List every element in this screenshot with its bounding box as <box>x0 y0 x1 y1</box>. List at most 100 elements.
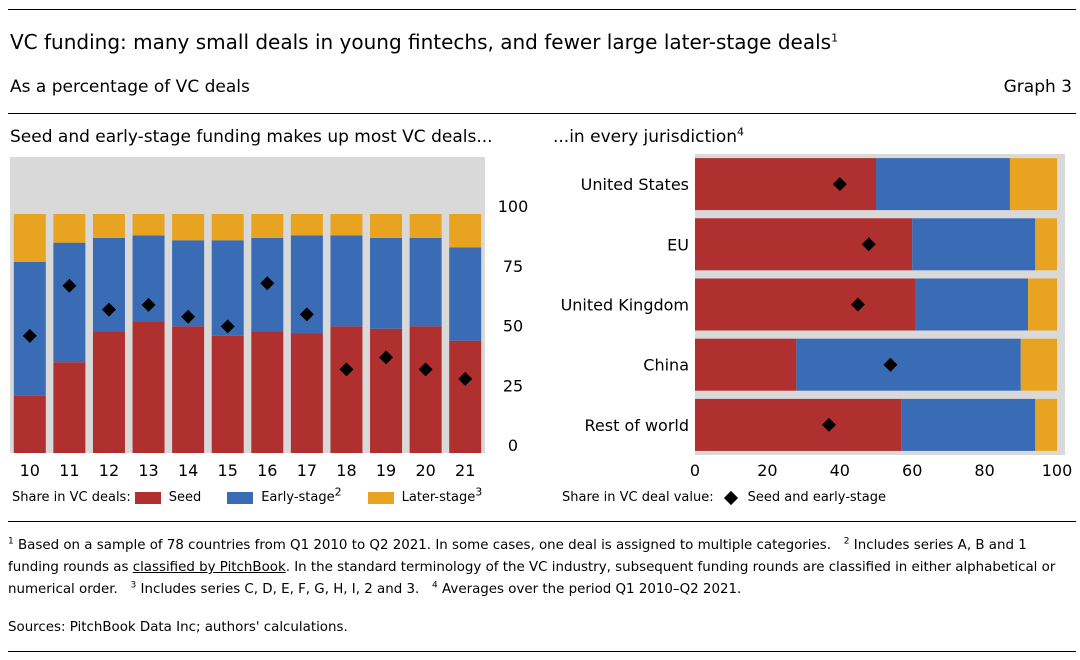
category-label-china: China <box>643 356 689 375</box>
right-horizontal-bar-chart: United States EU United Kingdom China Rest o… <box>561 154 1072 480</box>
legend-early-label: Early-stage2 <box>261 485 342 505</box>
y-tick-label-75: 75 <box>503 257 523 276</box>
marker-seed-early-eu <box>861 237 876 252</box>
y-tick-label-50: 50 <box>503 317 523 336</box>
x-tick-label-18: 18 <box>336 461 356 480</box>
marker-seed-early-china <box>883 357 898 372</box>
bar-later-stage-16 <box>251 214 284 238</box>
legend-seed-label: Seed <box>168 490 202 505</box>
x-tick-label-40: 40 <box>830 461 850 480</box>
bar-later-stage-united-states <box>1009 158 1057 211</box>
bar-early-stage-19 <box>370 237 403 329</box>
bar-early-stage-rest-of-world <box>901 398 1036 451</box>
bar-later-stage-20 <box>409 214 442 238</box>
x-tick-label-19: 19 <box>376 461 396 480</box>
marker-seed-early-united-kingdom <box>850 297 865 312</box>
bar-later-stage-13 <box>132 214 165 236</box>
bar-early-stage-10 <box>13 261 46 396</box>
bar-early-stage-eu <box>912 218 1036 271</box>
diamond-marker-icon <box>723 490 738 505</box>
marker-seed-early-12 <box>101 302 116 317</box>
legend-rule <box>8 521 1076 522</box>
bar-seed-13 <box>132 321 165 453</box>
bar-early-stage-12 <box>92 237 125 332</box>
x-tick-label-60: 60 <box>902 461 922 480</box>
x-tick-label-13: 13 <box>138 461 158 480</box>
bar-later-stage-15 <box>211 214 244 241</box>
marker-seed-early-13 <box>141 297 156 312</box>
top-rule <box>8 9 1076 10</box>
bar-later-stage-17 <box>290 214 323 236</box>
bar-early-stage-11 <box>53 242 86 363</box>
marker-seed-early-15 <box>220 319 235 334</box>
bar-seed-20 <box>409 326 442 453</box>
y-tick-label-100: 100 <box>498 197 529 216</box>
bar-early-stage-united-states <box>876 158 1010 211</box>
bar-early-stage-18 <box>330 235 363 327</box>
sources-note: Sources: PitchBook Data Inc; authors' ca… <box>8 620 348 635</box>
marker-seed-early-20 <box>418 362 433 377</box>
bar-seed-china <box>695 338 797 391</box>
legend-marker-label: Seed and early-stage <box>747 490 886 505</box>
bar-early-stage-china <box>796 338 1021 391</box>
legend-early-swatch <box>227 491 254 504</box>
x-tick-label-80: 80 <box>974 461 994 480</box>
bar-seed-11 <box>53 362 86 453</box>
legend-later-label: Later-stage3 <box>401 485 483 505</box>
bar-seed-10 <box>13 395 46 453</box>
footnotes: 1 Based on a sample of 78 countries from… <box>8 536 1056 597</box>
bar-early-stage-21 <box>449 247 482 341</box>
bar-later-stage-19 <box>370 214 403 238</box>
bar-later-stage-rest-of-world <box>1035 398 1057 451</box>
bar-seed-21 <box>449 340 482 453</box>
bar-later-stage-10 <box>13 214 46 262</box>
bar-seed-19 <box>370 328 403 453</box>
marker-seed-early-united-states <box>832 177 847 192</box>
marker-seed-early-19 <box>379 350 394 365</box>
bar-seed-14 <box>172 326 205 453</box>
bar-later-stage-21 <box>449 214 482 248</box>
right-panel-title: ...in every jurisdiction4 <box>553 125 745 147</box>
x-tick-label-16: 16 <box>257 461 277 480</box>
y-tick-label-25: 25 <box>503 376 523 395</box>
graph-subtitle: As a percentage of VC deals <box>10 77 250 97</box>
x-tick-label-14: 14 <box>178 461 198 480</box>
marker-seed-early-16 <box>260 276 275 291</box>
bar-later-stage-18 <box>330 214 363 236</box>
graph-title: VC funding: many small deals in young fi… <box>10 30 839 54</box>
graph-number: Graph 3 <box>1003 77 1072 97</box>
bar-seed-united-kingdom <box>695 278 916 331</box>
x-tick-label-10: 10 <box>20 461 40 480</box>
bar-later-stage-11 <box>53 214 86 243</box>
header-rule <box>8 113 1076 114</box>
plot-background <box>10 157 485 453</box>
y-tick-label-0: 0 <box>508 436 518 455</box>
bar-seed-18 <box>330 326 363 453</box>
bottom-rule <box>8 651 1076 652</box>
legend-share-in-value: Share in VC deal value: Seed and early-s… <box>562 490 886 505</box>
bar-later-stage-14 <box>172 214 205 241</box>
category-label-united-states: United States <box>581 175 689 194</box>
x-tick-label-20: 20 <box>757 461 777 480</box>
left-panel-title: Seed and early-stage funding makes up mo… <box>10 127 493 147</box>
bar-seed-17 <box>290 333 323 453</box>
marker-seed-early-rest-of-world <box>821 417 836 432</box>
marker-seed-early-18 <box>339 362 354 377</box>
x-tick-label-15: 15 <box>218 461 238 480</box>
category-label-eu: EU <box>667 235 689 254</box>
x-tick-label-0: 0 <box>690 461 700 480</box>
legend-value-prefix: Share in VC deal value: <box>562 490 714 505</box>
bar-later-stage-china <box>1020 338 1057 391</box>
legend-prefix: Share in VC deals: <box>12 490 131 505</box>
pitchbook-link[interactable]: classified by PitchBook <box>132 560 286 575</box>
legend-later-swatch <box>367 491 394 504</box>
bar-seed-united-states <box>695 158 876 211</box>
bar-early-stage-20 <box>409 237 442 327</box>
bar-later-stage-12 <box>92 214 125 238</box>
x-tick-label-11: 11 <box>59 461 79 480</box>
bar-seed-eu <box>695 218 913 271</box>
x-tick-label-20: 20 <box>415 461 435 480</box>
left-stacked-bar-chart: 10 11 12 13 14 15 16 17 18 19 20 21 0 25 50 75 100 <box>10 157 529 480</box>
marker-seed-early-17 <box>299 307 314 322</box>
bar-later-stage-united-kingdom <box>1028 278 1057 331</box>
